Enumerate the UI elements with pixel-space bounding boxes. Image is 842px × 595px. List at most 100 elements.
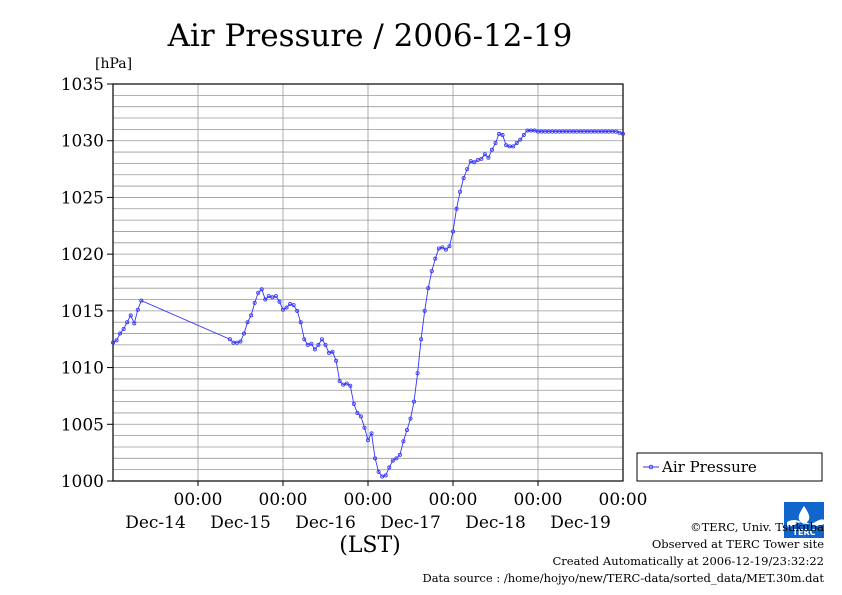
- data-point: [305, 342, 310, 347]
- y-tick-label: 1020: [61, 245, 104, 265]
- x-tick-time-label: 00:00: [429, 490, 478, 510]
- data-point: [337, 379, 342, 384]
- data-point: [518, 137, 523, 142]
- data-point: [125, 320, 130, 325]
- data-point: [298, 320, 303, 325]
- data-point: [458, 189, 463, 194]
- data-point: [355, 410, 360, 415]
- x-axis-label: (LST): [339, 533, 401, 558]
- data-point: [256, 290, 261, 295]
- data-point: [486, 155, 491, 160]
- data-point: [468, 159, 473, 164]
- data-point: [383, 473, 388, 478]
- y-axis-ticks: 1000 1005 1010 1015 1020 1025 1030 1035: [61, 75, 113, 492]
- data-point: [249, 313, 254, 318]
- data-point: [394, 456, 399, 461]
- y-tick-label: 1000: [61, 472, 104, 492]
- x-tick-time-label: 00:00: [344, 490, 393, 510]
- x-tick-day-label: Dec-15: [210, 513, 271, 533]
- series-air-pressure: [111, 128, 626, 479]
- data-point: [479, 156, 484, 161]
- data-point: [419, 337, 424, 342]
- data-point: [341, 382, 346, 387]
- data-point: [443, 247, 448, 252]
- data-point: [497, 131, 502, 136]
- data-point: [613, 129, 618, 134]
- x-tick-day-label: Dec-18: [465, 513, 526, 533]
- data-point: [511, 144, 516, 149]
- terc-logo-icon: TERC: [784, 502, 824, 538]
- data-point: [284, 305, 289, 310]
- data-point: [263, 297, 268, 302]
- data-point: [245, 320, 250, 325]
- legend-box: [636, 452, 823, 482]
- data-point: [344, 381, 349, 386]
- data-point: [139, 298, 144, 303]
- data-point: [415, 371, 420, 376]
- credit-created: Created Automatically at 2006-12-19/23:3…: [552, 554, 825, 568]
- data-point: [500, 133, 505, 138]
- data-point: [412, 399, 417, 404]
- data-point: [135, 307, 140, 312]
- data-point: [238, 339, 243, 344]
- data-point: [358, 414, 363, 419]
- data-point: [132, 321, 137, 326]
- data-point: [351, 401, 356, 406]
- data-point: [259, 287, 264, 292]
- data-point: [401, 439, 406, 444]
- data-point: [365, 438, 370, 443]
- y-tick-label: 1030: [61, 132, 104, 152]
- data-point: [128, 313, 133, 318]
- data-point: [373, 456, 378, 461]
- data-point: [302, 337, 307, 342]
- data-point: [436, 246, 441, 251]
- data-point: [280, 307, 285, 312]
- credit-observed: Observed at TERC Tower site: [651, 537, 824, 551]
- credit-copyright: ©TERC, Univ. Tsukuba: [690, 520, 824, 534]
- data-point: [291, 303, 296, 308]
- x-tick-time-label: 00:00: [514, 490, 563, 510]
- data-point: [323, 342, 328, 347]
- data-point: [461, 176, 466, 181]
- data-point: [482, 152, 487, 157]
- data-point: [111, 340, 116, 345]
- data-point: [316, 342, 321, 347]
- data-point: [397, 452, 402, 457]
- chart-title: Air Pressure / 2006-12-19: [167, 18, 573, 54]
- data-point: [327, 350, 332, 355]
- data-point: [234, 340, 239, 345]
- y-tick-label: 1005: [61, 415, 104, 435]
- data-point: [362, 425, 367, 430]
- data-point: [270, 295, 275, 300]
- credit-data-source: Data source : /home/hojyo/new/TERC-data/…: [422, 571, 824, 585]
- data-point: [242, 331, 247, 336]
- grid-lines: [113, 84, 623, 481]
- data-point: [426, 286, 431, 291]
- data-point: [266, 294, 271, 299]
- data-point: [429, 269, 434, 274]
- y-tick-label: 1015: [61, 302, 104, 322]
- data-point: [295, 308, 300, 313]
- x-tick-day-label: Dec-17: [380, 513, 441, 533]
- data-point: [454, 206, 459, 211]
- data-point: [252, 300, 257, 305]
- data-point: [390, 458, 395, 463]
- data-point: [440, 245, 445, 250]
- data-point: [227, 337, 232, 342]
- y-tick-label: 1010: [61, 359, 104, 379]
- data-point: [277, 299, 282, 304]
- data-point: [447, 244, 452, 249]
- x-tick-time-label: 00:00: [259, 490, 308, 510]
- data-point: [404, 427, 409, 432]
- data-point: [330, 349, 335, 354]
- x-tick-time-label: 00:00: [174, 490, 223, 510]
- legend-label: Air Pressure: [661, 458, 757, 476]
- data-point: [472, 160, 477, 165]
- data-point: [348, 383, 353, 388]
- data-point: [369, 431, 374, 436]
- data-point: [621, 131, 626, 136]
- data-point: [114, 338, 119, 343]
- series-line: [112, 130, 624, 478]
- y-tick-label: 1025: [61, 188, 104, 208]
